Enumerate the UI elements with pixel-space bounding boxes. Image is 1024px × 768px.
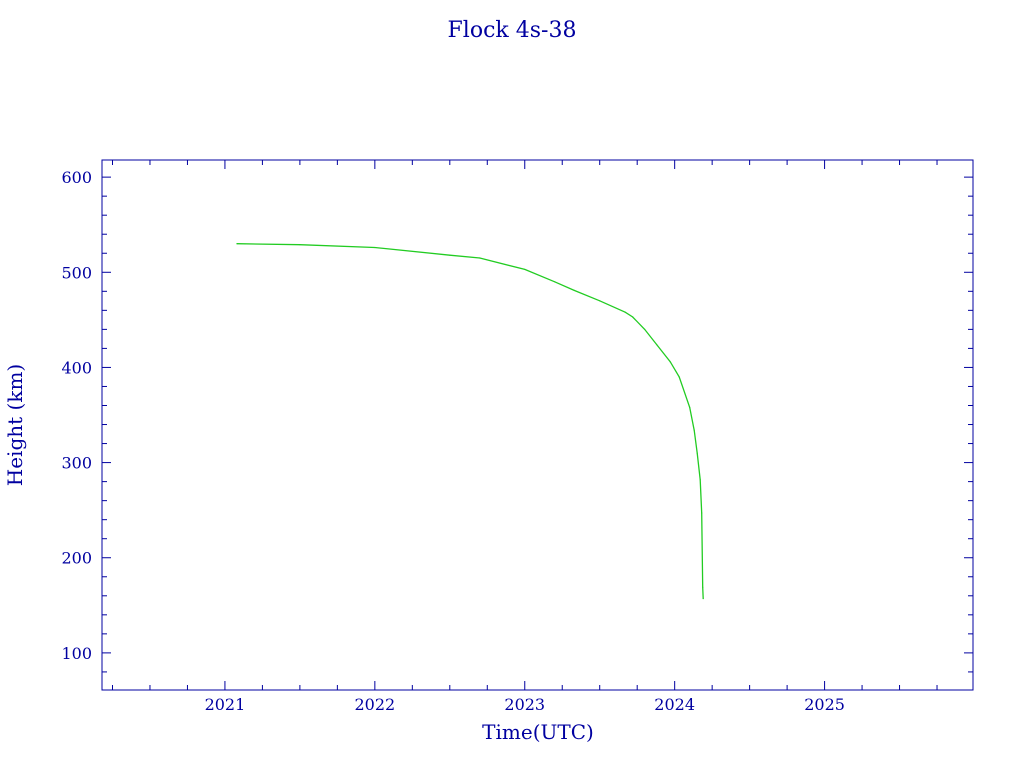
y-axis-label: Height (km) <box>3 364 27 486</box>
data-point <box>632 316 634 318</box>
data-point <box>524 268 526 271</box>
y-tick-label: 100 <box>61 644 92 663</box>
x-tick-label: 2022 <box>354 695 395 714</box>
data-point <box>678 376 680 378</box>
data-point <box>624 311 626 313</box>
y-tick-label: 300 <box>61 454 92 473</box>
y-tick-label: 600 <box>61 168 92 187</box>
data-point <box>479 257 481 259</box>
y-tick-label: 400 <box>61 358 92 377</box>
data-point <box>689 406 691 408</box>
data-point <box>696 452 698 454</box>
x-tick-label: 2025 <box>804 695 845 714</box>
data-point <box>693 429 695 431</box>
data-point <box>656 343 658 346</box>
y-tick-label: 200 <box>61 549 92 568</box>
x-tick-label: 2023 <box>504 695 545 714</box>
data-point <box>449 254 451 256</box>
data-point <box>669 361 671 363</box>
plot-frame <box>101 159 974 691</box>
data-point <box>573 289 575 291</box>
data-point <box>299 244 301 246</box>
series-line-0 <box>236 243 704 599</box>
data-point <box>236 243 238 245</box>
data-point <box>554 281 556 283</box>
y-tick-label: 500 <box>61 263 92 282</box>
data-point <box>701 512 703 514</box>
data-point <box>599 300 601 302</box>
x-tick-label: 2024 <box>654 695 695 714</box>
x-axis-label: Time(UTC) <box>482 720 594 744</box>
chart-title: Flock 4s-38 <box>448 18 577 43</box>
data-point <box>702 586 704 588</box>
data-point <box>644 328 646 330</box>
data-point <box>699 479 701 481</box>
data-point <box>702 598 704 600</box>
data-point <box>374 246 376 249</box>
x-tick-label: 2021 <box>205 695 246 714</box>
